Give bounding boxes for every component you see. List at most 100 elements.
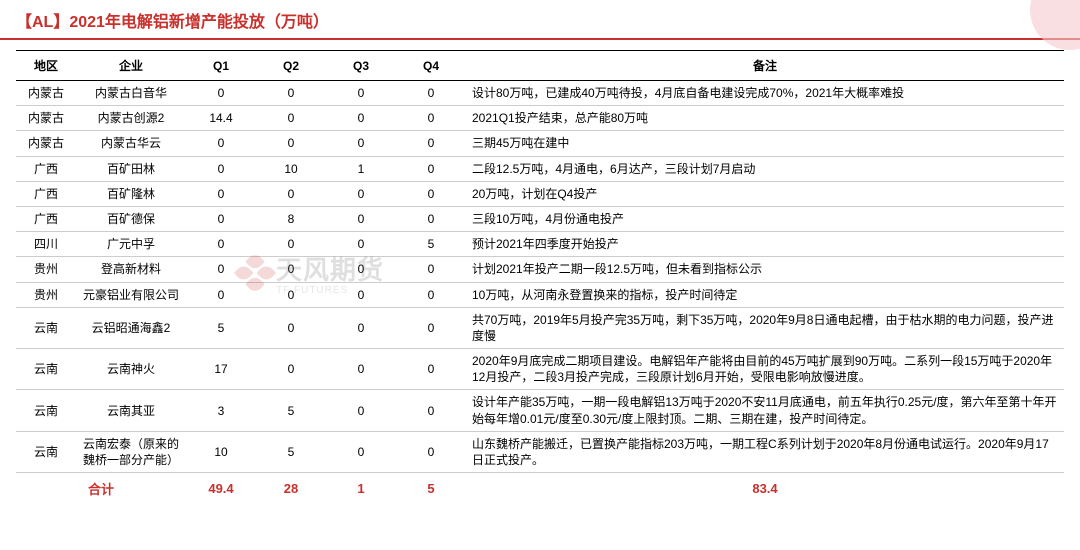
cell-q3: 0 <box>326 232 396 257</box>
cell-q2: 0 <box>256 81 326 106</box>
cell-company: 云铝昭通海鑫2 <box>76 307 186 348</box>
cell-q3: 0 <box>326 257 396 282</box>
cell-q1: 0 <box>186 131 256 156</box>
cell-q2: 0 <box>256 257 326 282</box>
table-row: 云南云南宏泰（原来的魏桥一部分产能）10500山东魏桥产能搬迁，已置换产能指标2… <box>16 431 1064 472</box>
cell-region: 云南 <box>16 431 76 472</box>
table-row: 广西百矿德保0800三段10万吨，4月份通电投产 <box>16 206 1064 231</box>
col-header-company: 企业 <box>76 51 186 81</box>
cell-company: 元豪铝业有限公司 <box>76 282 186 307</box>
cell-remarks: 二段12.5万吨，4月通电，6月达产，三段计划7月启动 <box>466 156 1064 181</box>
cell-region: 四川 <box>16 232 76 257</box>
capacity-table: 地区 企业 Q1 Q2 Q3 Q4 备注 内蒙古内蒙古白音华0000设计80万吨… <box>16 50 1064 504</box>
cell-q1: 14.4 <box>186 106 256 131</box>
footer-total: 83.4 <box>466 473 1064 505</box>
cell-q4: 0 <box>396 349 466 390</box>
cell-q2: 8 <box>256 206 326 231</box>
cell-company: 云南神火 <box>76 349 186 390</box>
footer-label: 合计 <box>16 473 186 505</box>
cell-region: 贵州 <box>16 257 76 282</box>
cell-company: 内蒙古华云 <box>76 131 186 156</box>
cell-remarks: 三期45万吨在建中 <box>466 131 1064 156</box>
cell-q3: 0 <box>326 81 396 106</box>
cell-q3: 0 <box>326 106 396 131</box>
cell-company: 百矿隆林 <box>76 181 186 206</box>
cell-company: 内蒙古白音华 <box>76 81 186 106</box>
cell-q1: 0 <box>186 156 256 181</box>
cell-q1: 0 <box>186 81 256 106</box>
cell-region: 云南 <box>16 390 76 431</box>
table-row: 贵州登高新材料0000计划2021年投产二期一段12.5万吨，但未看到指标公示 <box>16 257 1064 282</box>
cell-q1: 0 <box>186 206 256 231</box>
table-container: 地区 企业 Q1 Q2 Q3 Q4 备注 内蒙古内蒙古白音华0000设计80万吨… <box>0 40 1080 504</box>
footer-q1: 49.4 <box>186 473 256 505</box>
page-header: 【AL】2021年电解铝新增产能投放（万吨） <box>0 0 1080 40</box>
cell-q4: 0 <box>396 257 466 282</box>
cell-remarks: 计划2021年投产二期一段12.5万吨，但未看到指标公示 <box>466 257 1064 282</box>
table-row: 四川广元中孚0005预计2021年四季度开始投产 <box>16 232 1064 257</box>
cell-remarks: 10万吨，从河南永登置换来的指标，投产时间待定 <box>466 282 1064 307</box>
cell-region: 广西 <box>16 156 76 181</box>
cell-remarks: 设计80万吨，已建成40万吨待投，4月底自备电建设完成70%，2021年大概率难… <box>466 81 1064 106</box>
cell-q1: 0 <box>186 282 256 307</box>
cell-q1: 5 <box>186 307 256 348</box>
col-header-q2: Q2 <box>256 51 326 81</box>
cell-region: 云南 <box>16 349 76 390</box>
table-row: 云南云南神火170002020年9月底完成二期项目建设。电解铝年产能将由目前的4… <box>16 349 1064 390</box>
table-row: 内蒙古内蒙古华云0000三期45万吨在建中 <box>16 131 1064 156</box>
cell-q1: 17 <box>186 349 256 390</box>
cell-q2: 0 <box>256 282 326 307</box>
cell-region: 云南 <box>16 307 76 348</box>
cell-q1: 3 <box>186 390 256 431</box>
cell-q3: 0 <box>326 282 396 307</box>
cell-q3: 0 <box>326 431 396 472</box>
cell-q4: 0 <box>396 181 466 206</box>
cell-company: 广元中孚 <box>76 232 186 257</box>
table-footer: 合计 49.4 28 1 5 83.4 <box>16 473 1064 505</box>
cell-region: 内蒙古 <box>16 106 76 131</box>
cell-q4: 0 <box>396 282 466 307</box>
cell-company: 云南其亚 <box>76 390 186 431</box>
table-row: 云南云南其亚3500设计年产能35万吨，一期一段电解铝13万吨于2020不安11… <box>16 390 1064 431</box>
col-header-q4: Q4 <box>396 51 466 81</box>
cell-q4: 0 <box>396 206 466 231</box>
cell-remarks: 三段10万吨，4月份通电投产 <box>466 206 1064 231</box>
cell-q4: 5 <box>396 232 466 257</box>
cell-region: 广西 <box>16 206 76 231</box>
cell-company: 云南宏泰（原来的魏桥一部分产能） <box>76 431 186 472</box>
table-row: 广西百矿隆林000020万吨，计划在Q4投产 <box>16 181 1064 206</box>
cell-q4: 0 <box>396 81 466 106</box>
cell-remarks: 山东魏桥产能搬迁，已置换产能指标203万吨，一期工程C系列计划于2020年8月份… <box>466 431 1064 472</box>
table-header: 地区 企业 Q1 Q2 Q3 Q4 备注 <box>16 51 1064 81</box>
cell-remarks: 2020年9月底完成二期项目建设。电解铝年产能将由目前的45万吨扩展到90万吨。… <box>466 349 1064 390</box>
cell-q2: 0 <box>256 131 326 156</box>
cell-q2: 0 <box>256 307 326 348</box>
cell-q2: 0 <box>256 181 326 206</box>
cell-q3: 0 <box>326 390 396 431</box>
cell-company: 登高新材料 <box>76 257 186 282</box>
cell-q3: 0 <box>326 181 396 206</box>
cell-q3: 1 <box>326 156 396 181</box>
cell-remarks: 共70万吨，2019年5月投产完35万吨，剩下35万吨，2020年9月8日通电起… <box>466 307 1064 348</box>
cell-q3: 0 <box>326 307 396 348</box>
table-row: 内蒙古内蒙古白音华0000设计80万吨，已建成40万吨待投，4月底自备电建设完成… <box>16 81 1064 106</box>
cell-remarks: 设计年产能35万吨，一期一段电解铝13万吨于2020不安11月底通电，前五年执行… <box>466 390 1064 431</box>
cell-company: 百矿田林 <box>76 156 186 181</box>
cell-company: 内蒙古创源2 <box>76 106 186 131</box>
cell-remarks: 预计2021年四季度开始投产 <box>466 232 1064 257</box>
cell-region: 内蒙古 <box>16 81 76 106</box>
cell-region: 广西 <box>16 181 76 206</box>
cell-region: 内蒙古 <box>16 131 76 156</box>
cell-q1: 10 <box>186 431 256 472</box>
cell-q4: 0 <box>396 390 466 431</box>
table-row: 贵州元豪铝业有限公司000010万吨，从河南永登置换来的指标，投产时间待定 <box>16 282 1064 307</box>
cell-company: 百矿德保 <box>76 206 186 231</box>
cell-q2: 5 <box>256 431 326 472</box>
cell-remarks: 20万吨，计划在Q4投产 <box>466 181 1064 206</box>
cell-q4: 0 <box>396 106 466 131</box>
col-header-region: 地区 <box>16 51 76 81</box>
cell-q4: 0 <box>396 307 466 348</box>
cell-q1: 0 <box>186 257 256 282</box>
cell-q4: 0 <box>396 431 466 472</box>
cell-region: 贵州 <box>16 282 76 307</box>
